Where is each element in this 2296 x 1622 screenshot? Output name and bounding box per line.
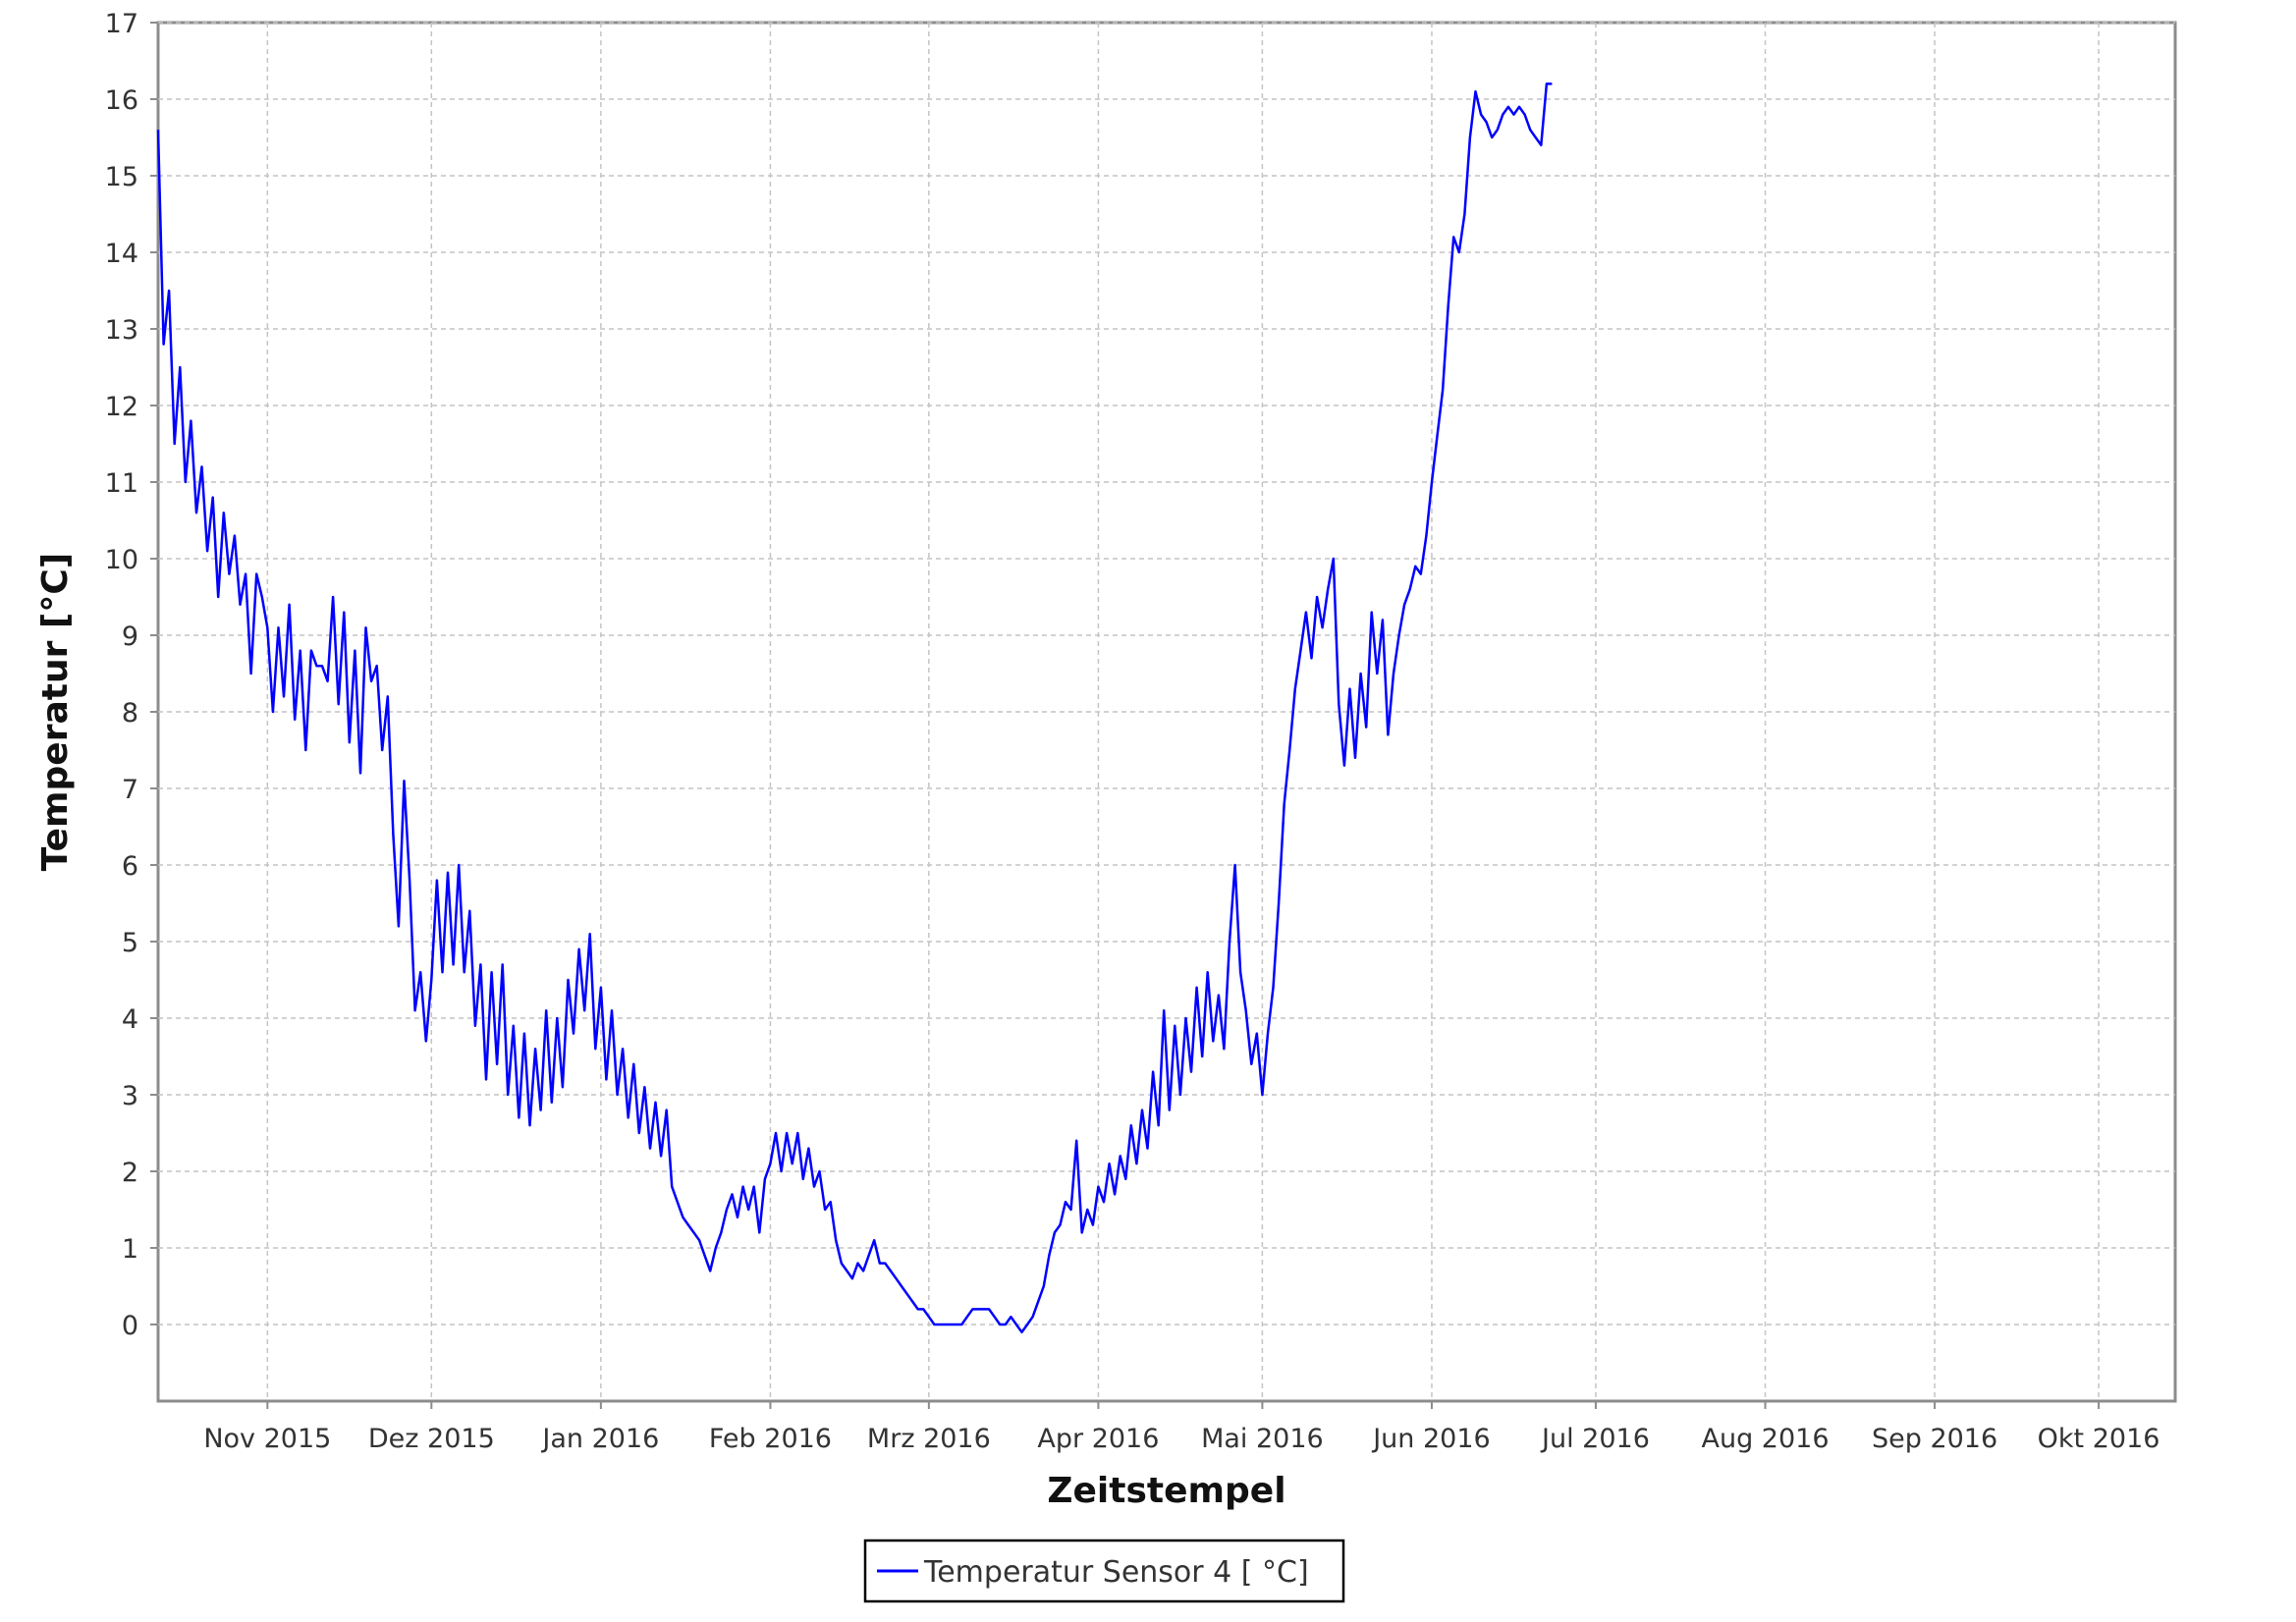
x-tick-label: Jan 2016 (540, 1424, 659, 1454)
y-tick-label: 5 (122, 928, 138, 958)
x-tick-label: Feb 2016 (709, 1424, 832, 1454)
y-tick-label: 6 (122, 851, 138, 882)
x-tick-label: Apr 2016 (1037, 1424, 1159, 1454)
y-tick-label: 10 (105, 545, 138, 575)
y-tick-label: 4 (122, 1004, 138, 1035)
y-tick-label: 11 (105, 468, 138, 499)
y-tick-label: 13 (105, 315, 138, 346)
x-axis-ticks: Nov 2015 Dez 2015 Jan 2016 Feb 2016 Mrz 2016… (203, 1401, 2159, 1454)
y-tick-label: 9 (122, 622, 138, 652)
grid (158, 22, 2175, 1401)
x-tick-label: Sep 2016 (1872, 1424, 1997, 1454)
legend-box (863, 1539, 1345, 1603)
y-tick-label: 1 (122, 1234, 138, 1265)
x-tick-label: Dez 2015 (368, 1424, 495, 1454)
y-tick-label: 3 (122, 1081, 138, 1111)
legend-label: Temperatur Sensor 4 [ °C] (923, 1555, 1309, 1590)
legend: Temperatur Sensor 4 [ °C] (863, 1539, 1345, 1603)
y-tick-label: 15 (105, 162, 138, 192)
y-tick-label: 8 (122, 698, 138, 729)
y-tick-label: 12 (105, 392, 138, 422)
x-tick-label: Aug 2016 (1702, 1424, 1830, 1454)
x-tick-label: Nov 2015 (203, 1424, 331, 1454)
y-tick-label: 7 (122, 775, 138, 805)
y-tick-label: 17 (105, 9, 138, 39)
x-tick-label: Okt 2016 (2038, 1424, 2160, 1454)
y-axis-title: Temperatur [°C] (35, 553, 76, 871)
series-layer (156, 82, 1553, 1334)
y-tick-label: 0 (122, 1311, 138, 1341)
y-tick-label: 16 (105, 85, 138, 116)
series-line-0 (156, 82, 1553, 1334)
x-axis-title: Zeitstempel (1047, 1471, 1285, 1511)
y-tick-label: 2 (122, 1158, 138, 1188)
x-tick-label: Mrz 2016 (867, 1424, 991, 1454)
x-tick-label: Jul 2016 (1540, 1424, 1650, 1454)
x-tick-label: Mai 2016 (1201, 1424, 1324, 1454)
x-tick-label: Jun 2016 (1371, 1424, 1490, 1454)
y-tick-label: 14 (105, 239, 138, 269)
